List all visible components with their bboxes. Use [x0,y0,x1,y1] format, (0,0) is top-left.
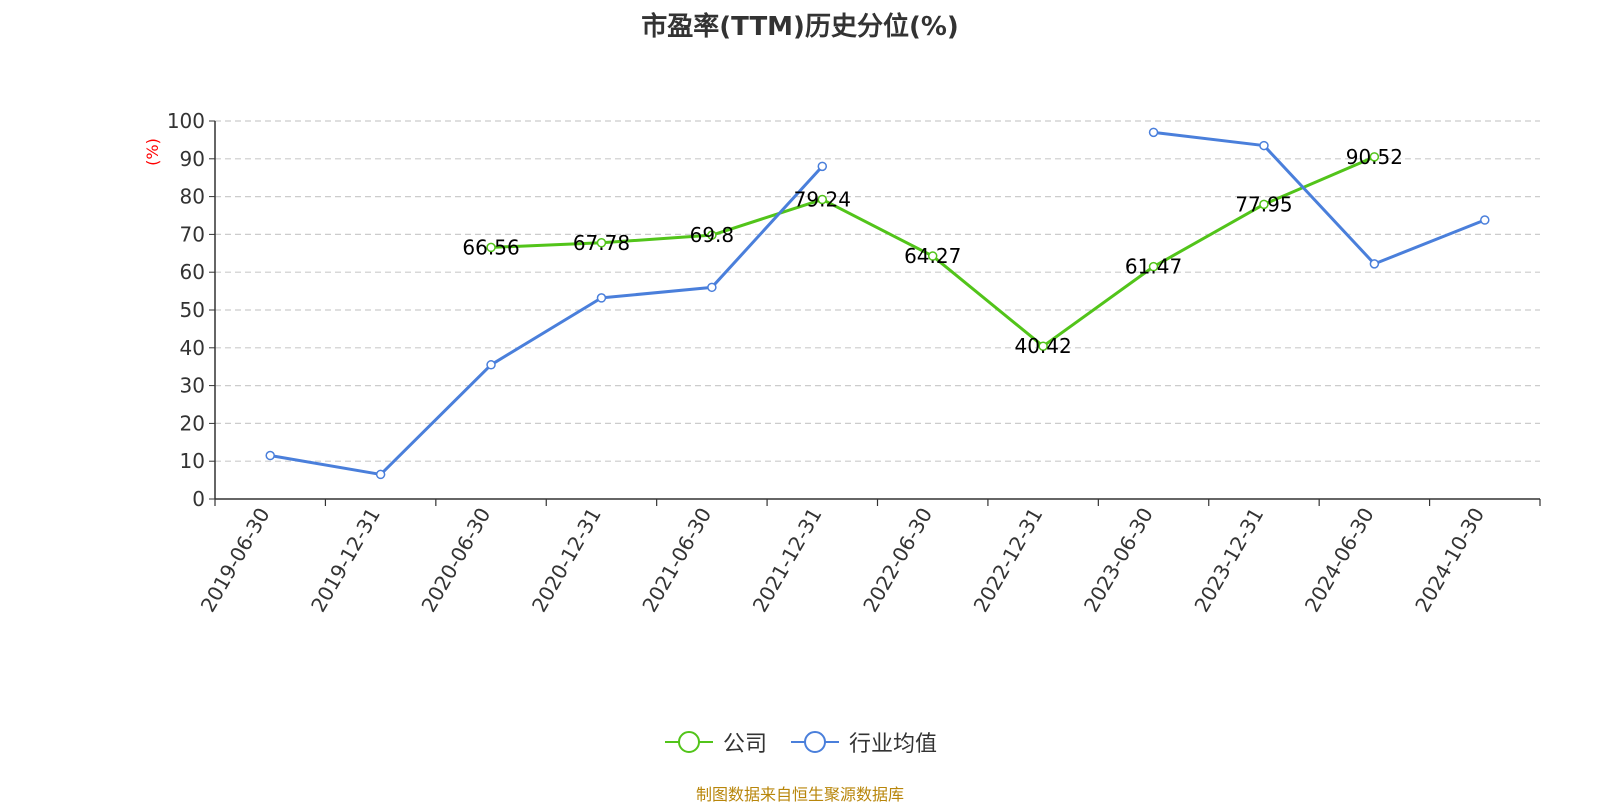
data-point-1 [817,161,828,172]
data-point-0 [817,194,828,205]
y-tick-label: 90 [180,147,205,171]
legend-item-company[interactable]: 公司 [663,726,767,758]
data-point-1 [486,360,496,370]
x-tick-label: 2020-06-30 [416,503,495,616]
data-point-1 [265,450,275,461]
data-label: 67.78 [573,231,630,255]
data-point-0 [707,230,717,240]
x-tick-label: 2019-06-30 [196,504,275,617]
data-point-0 [486,242,496,253]
data-label: 79.24 [794,187,851,211]
data-label: 77.95 [1235,192,1292,216]
grid-layer [215,120,1540,462]
x-tick-label: 2023-06-30 [1079,504,1158,617]
x-tick-label: 2024-10-30 [1410,504,1489,617]
data-label: 90.52 [1346,145,1403,169]
data-label: 64.27 [904,244,961,268]
series-line-1 [269,165,824,476]
legend-marker-industry-average [791,731,839,753]
series-layer [265,127,1490,480]
data-label: 40.42 [1014,334,1071,358]
y-tick-label: 10 [180,449,205,473]
legend-label-company: 公司 [722,732,767,757]
y-tick-label: 0 [192,487,205,511]
source-note: 制图数据来自恒生聚源数据库 [695,785,904,804]
y-tick-label: 30 [180,374,205,398]
x-tick-label: 2024-06-30 [1300,504,1379,617]
x-tick-label: 2020-12-31 [527,504,606,617]
x-tick-label: 2022-06-30 [858,503,937,616]
data-label: 69.8 [690,223,735,247]
legend-marker-company [664,731,713,753]
x-tick-label: 2021-12-31 [748,504,827,617]
y-tick-label: 20 [180,411,205,435]
data-point-0 [1038,341,1048,351]
y-axis-label: (%) [143,138,162,166]
series-line-1 [1153,130,1486,266]
legend: 公司 行业均值 [0,726,1600,758]
data-point-1 [596,293,607,303]
x-tick-label: 2021-06-30 [637,504,716,617]
legend-item-industry-average[interactable]: 行业均值 [789,726,937,758]
y-tick-label: 60 [180,260,205,284]
legend-label-industry-average: 行业均值 [849,732,938,757]
y-tick-label: 50 [180,298,205,322]
label-layer: 66.56 67.78 69.8 79.24 64.27 40.42 61.47 77.95 9… [462,145,1403,358]
data-label: 61.47 [1125,255,1182,279]
data-point-1 [1480,215,1490,225]
x-tick-label: 2022-12-31 [969,504,1048,617]
y-tick-label: 100 [167,109,205,133]
axis-layer: 0 10 20 30 40 50 60 70 80 90 100 2019-06-30 2019-12-… [167,109,1541,617]
y-tick-label: 40 [180,336,205,360]
data-point-0 [596,238,607,248]
data-point-0 [1369,152,1380,162]
data-point-1 [1369,259,1380,269]
data-label: 66.56 [462,235,519,259]
chart-title: 市盈率(TTM)历史分位(%) [641,12,959,42]
data-point-1 [375,469,386,480]
data-point-1 [1148,127,1159,138]
x-tick-label: 2019-12-31 [306,504,385,617]
y-tick-label: 80 [180,185,205,209]
y-tick-label: 70 [180,222,205,246]
x-tick-label: 2023-12-31 [1189,504,1268,617]
data-point-1 [707,282,717,293]
data-point-1 [1259,140,1269,151]
data-point-0 [1148,261,1159,272]
data-point-0 [927,251,938,261]
data-point-0 [1259,199,1269,210]
